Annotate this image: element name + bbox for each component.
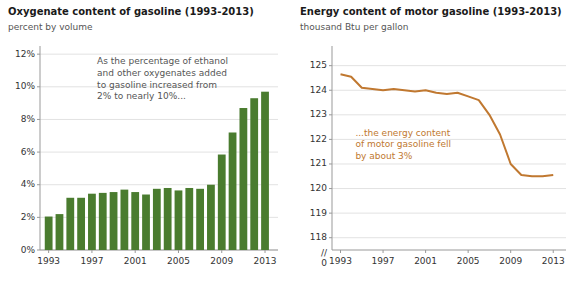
figure: Oxygenate content of gasoline (1993-2013…	[0, 0, 576, 292]
x-tick-label: 2005	[457, 256, 480, 266]
bar	[142, 195, 150, 250]
bar	[229, 132, 237, 250]
marks	[45, 92, 269, 250]
bar	[131, 192, 139, 250]
y-tick-label: 125	[310, 60, 327, 70]
bar	[99, 193, 107, 250]
grid-line	[332, 65, 566, 66]
y-tick-label: 118	[310, 232, 327, 242]
line	[341, 74, 554, 176]
axis-break-label: 0	[321, 258, 327, 268]
x-tick-label: 1997	[80, 256, 103, 266]
axis-break-label: //	[321, 248, 328, 258]
x-tick-label: 2009	[499, 256, 522, 266]
x-tick-label: 1997	[372, 256, 395, 266]
x-axis-line	[332, 250, 566, 251]
y-tick-label: 120	[310, 183, 327, 193]
bar	[88, 194, 96, 250]
grid-line	[332, 213, 566, 214]
y-tick-label: 12%	[15, 49, 35, 59]
y-tick-label: 8%	[21, 114, 36, 124]
x-tick-label: 2005	[167, 256, 190, 266]
annotation-line: As the percentage of ethanol	[97, 56, 228, 66]
bar	[153, 189, 161, 250]
y-tick-label: 10%	[15, 81, 35, 91]
bar	[56, 214, 64, 250]
y-tick-label: 119	[310, 208, 327, 218]
grid-line	[332, 237, 566, 238]
grid-line	[40, 54, 278, 55]
subtitle: thousand Btu per gallon	[300, 22, 408, 32]
y-tick-label: 123	[310, 109, 327, 119]
bar	[196, 189, 204, 250]
x-tick-label: 1993	[37, 256, 60, 266]
y-axis-line	[40, 46, 41, 250]
bar	[218, 155, 226, 250]
y-tick-label: 122	[310, 134, 327, 144]
annotation-line: and other oxygenates added	[97, 68, 227, 78]
chart-bar: Oxygenate content of gasoline (1993-2013…	[8, 6, 278, 266]
grid-line	[332, 90, 566, 91]
bar	[120, 190, 128, 250]
y-tick-label: 4%	[21, 179, 36, 189]
bar	[45, 217, 53, 250]
annotation-line: of motor gasoline fell	[355, 139, 451, 149]
x-tick-label: 2001	[414, 256, 437, 266]
marks	[341, 74, 554, 176]
bar	[110, 192, 118, 250]
bar	[77, 198, 85, 250]
x-tick-label: 2013	[542, 256, 565, 266]
bar	[239, 108, 247, 250]
bar	[250, 98, 258, 250]
y-tick-label: 6%	[21, 147, 36, 157]
annotation: ...the energy contentof motor gasoline f…	[355, 128, 451, 161]
grid-line	[332, 114, 566, 115]
grid-line	[332, 188, 566, 189]
bar	[261, 92, 269, 250]
title: Energy content of motor gasoline (1993-2…	[300, 6, 562, 17]
annotation-line: 2% to nearly 10%...	[97, 91, 186, 101]
y-tick-label: 0%	[21, 245, 36, 255]
x-tick-label: 1993	[329, 256, 352, 266]
y-tick-label: 121	[310, 158, 327, 168]
y-tick-label: 124	[310, 85, 327, 95]
x-tick-label: 2009	[210, 256, 233, 266]
annotation-line: ...the energy content	[355, 128, 450, 138]
x-tick-label: 2001	[124, 256, 147, 266]
chart-line: Energy content of motor gasoline (1993-2…	[300, 6, 566, 268]
annotation-line: by about 3%	[355, 151, 412, 161]
x-tick-label: 2013	[254, 256, 277, 266]
annotation-line: to gasoline increased from	[97, 80, 217, 90]
bar	[175, 190, 183, 250]
y-axis-line	[332, 46, 333, 250]
title: Oxygenate content of gasoline (1993-2013…	[8, 6, 254, 17]
bar	[164, 188, 172, 250]
bar	[66, 198, 74, 250]
bar	[207, 185, 215, 250]
bar	[185, 188, 193, 250]
grid-line	[332, 163, 566, 164]
subtitle: percent by volume	[8, 22, 93, 32]
annotation: As the percentage of ethanol and other ox…	[97, 56, 228, 101]
y-tick-label: 2%	[21, 212, 36, 222]
